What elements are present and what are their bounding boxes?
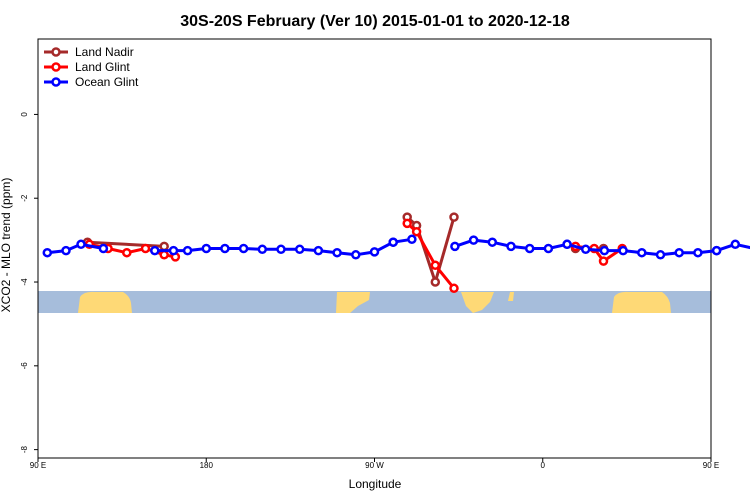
data-point-land-nadir: [449, 212, 459, 222]
data-point-land-nadir: [159, 241, 169, 252]
data-point-ocean-glint: [468, 235, 479, 245]
data-point-land-nadir: [430, 277, 441, 287]
legend-label-ocean-glint: Ocean Glint: [75, 75, 139, 89]
y-tick-label: -6: [20, 362, 29, 370]
series-line-ocean-glint: [47, 242, 104, 255]
series-ocean-glint: [42, 234, 750, 260]
data-point-land-glint: [411, 226, 422, 237]
series-line-land-nadir: [406, 215, 456, 284]
data-point-ocean-glint: [182, 245, 193, 256]
data-point-ocean-glint: [294, 244, 305, 255]
legend-label-land-glint: Land Glint: [75, 60, 130, 74]
data-point-ocean-glint: [388, 237, 398, 247]
data-point-ocean-glint: [61, 245, 71, 256]
data-point-ocean-glint: [369, 247, 380, 257]
data-point-land-glint: [430, 260, 441, 271]
x-axis-label: Longitude: [349, 477, 402, 491]
ocean-band: [38, 291, 711, 313]
data-point-ocean-glint: [276, 244, 286, 255]
x-tick-label: 0: [541, 461, 546, 470]
data-point-land-glint: [122, 247, 132, 258]
data-point-land-glint: [140, 243, 151, 254]
data-point-ocean-glint: [257, 244, 268, 255]
data-point-ocean-glint: [524, 243, 535, 254]
y-axis: 0 -2 -4 -6 -8: [20, 112, 38, 454]
data-point-land-glint: [402, 218, 412, 229]
data-point-land-glint: [449, 283, 459, 294]
data-point-ocean-glint: [150, 245, 160, 256]
data-point-ocean-glint: [543, 243, 554, 254]
y-axis-label: XCO2 - MLO trend (ppm): [0, 178, 13, 313]
data-point-ocean-glint: [599, 245, 610, 256]
data-point-land-glint: [598, 256, 609, 266]
data-point-ocean-glint: [76, 239, 86, 250]
data-point-ocean-glint: [220, 243, 230, 254]
legend-marker-land-nadir: [51, 47, 61, 57]
y-tick-label: -2: [20, 194, 29, 202]
land-mass-australia-2: [612, 291, 671, 313]
land-mass-south-america: [336, 292, 370, 313]
data-point-ocean-glint: [42, 247, 53, 258]
data-point-ocean-glint: [506, 241, 516, 252]
data-point-ocean-glint: [407, 234, 417, 245]
data-point-ocean-glint: [351, 250, 361, 260]
y-tick-label: -8: [20, 446, 29, 454]
data-point-ocean-glint: [637, 247, 647, 258]
data-point-ocean-glint: [711, 245, 722, 256]
data-point-ocean-glint: [580, 244, 591, 255]
x-tick-label: 90 E: [30, 461, 46, 470]
map-band: [38, 291, 711, 313]
series-land-glint: [84, 218, 627, 294]
x-axis: 90 E 180 90 W 0 90 E: [30, 458, 719, 470]
series-line-land-nadir: [87, 240, 165, 248]
legend-marker-ocean-glint: [51, 77, 61, 87]
data-point-ocean-glint: [332, 247, 342, 258]
series-layer: [42, 212, 750, 294]
data-point-ocean-glint: [487, 237, 498, 247]
land-mass-australia-1: [78, 291, 132, 313]
data-point-ocean-glint: [655, 250, 666, 260]
legend-label-land-nadir: Land Nadir: [75, 45, 134, 59]
data-point-land-glint: [159, 250, 169, 260]
data-point-ocean-glint: [450, 241, 460, 252]
data-point-ocean-glint: [168, 245, 179, 256]
y-tick-label: -4: [20, 278, 29, 286]
land-mass-madagascar: [508, 292, 514, 301]
data-point-ocean-glint: [674, 247, 684, 258]
land-mass-africa: [461, 292, 494, 313]
data-point-ocean-glint: [693, 247, 703, 258]
legend: Land Nadir Land Glint Ocean Glint: [44, 45, 139, 89]
x-tick-label: 180: [200, 461, 214, 470]
data-point-ocean-glint: [313, 245, 324, 256]
x-tick-label: 90 E: [703, 461, 719, 470]
x-tick-label: 90 W: [365, 461, 384, 470]
data-point-ocean-glint: [238, 243, 249, 254]
data-point-ocean-glint: [562, 239, 572, 250]
data-point-ocean-glint: [618, 245, 628, 256]
chart-title: 30S-20S February (Ver 10) 2015-01-01 to …: [180, 13, 570, 30]
data-point-ocean-glint: [730, 239, 741, 250]
legend-marker-land-glint: [51, 62, 61, 72]
y-tick-label: 0: [20, 112, 29, 117]
series-line-land-glint: [406, 222, 456, 290]
data-point-ocean-glint: [98, 243, 109, 254]
data-point-ocean-glint: [201, 243, 212, 254]
